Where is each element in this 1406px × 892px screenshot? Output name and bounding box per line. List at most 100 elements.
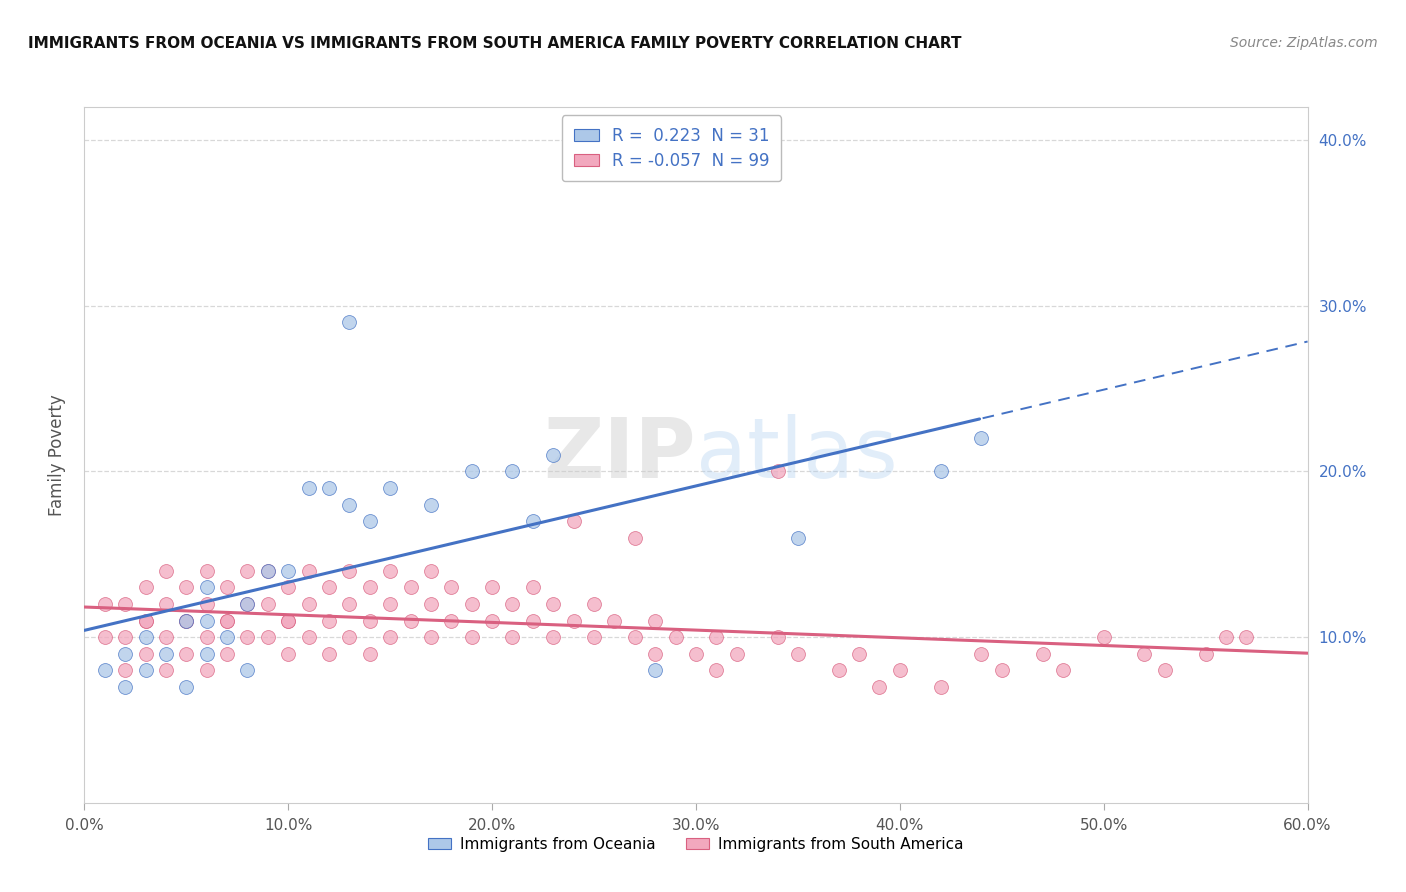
Point	[603, 614, 626, 628]
Point	[380, 564, 402, 578]
Point	[787, 647, 810, 661]
Point	[277, 581, 299, 595]
Point	[624, 630, 647, 644]
Point	[174, 680, 197, 694]
Point	[461, 465, 484, 479]
Point	[359, 614, 381, 628]
Point	[991, 663, 1014, 677]
Point	[359, 647, 381, 661]
Point	[114, 647, 136, 661]
Point	[359, 581, 381, 595]
Text: Source: ZipAtlas.com: Source: ZipAtlas.com	[1230, 36, 1378, 50]
Point	[155, 647, 177, 661]
Point	[277, 614, 299, 628]
Text: IMMIGRANTS FROM OCEANIA VS IMMIGRANTS FROM SOUTH AMERICA FAMILY POVERTY CORRELAT: IMMIGRANTS FROM OCEANIA VS IMMIGRANTS FR…	[28, 36, 962, 51]
Point	[318, 614, 340, 628]
Point	[174, 647, 197, 661]
Point	[195, 663, 218, 677]
Point	[135, 614, 157, 628]
Point	[583, 630, 606, 644]
Point	[502, 465, 524, 479]
Point	[543, 597, 565, 611]
Point	[93, 630, 115, 644]
Point	[114, 597, 136, 611]
Point	[644, 663, 666, 677]
Point	[114, 663, 136, 677]
Point	[195, 581, 218, 595]
Point	[461, 630, 484, 644]
Point	[257, 564, 280, 578]
Point	[1032, 647, 1054, 661]
Point	[339, 564, 361, 578]
Point	[195, 647, 218, 661]
Point	[277, 564, 299, 578]
Point	[195, 564, 218, 578]
Point	[889, 663, 911, 677]
Point	[195, 597, 218, 611]
Point	[217, 614, 239, 628]
Point	[277, 647, 299, 661]
Point	[135, 663, 157, 677]
Point	[522, 514, 544, 528]
Point	[583, 597, 606, 611]
Point	[562, 614, 585, 628]
Point	[135, 614, 157, 628]
Point	[929, 465, 952, 479]
Point	[725, 647, 748, 661]
Point	[420, 630, 443, 644]
Point	[1215, 630, 1237, 644]
Point	[298, 481, 321, 495]
Point	[277, 614, 299, 628]
Point	[461, 597, 484, 611]
Point	[236, 597, 259, 611]
Point	[562, 514, 585, 528]
Point	[543, 630, 565, 644]
Point	[114, 630, 136, 644]
Point	[298, 630, 321, 644]
Point	[114, 680, 136, 694]
Point	[174, 614, 197, 628]
Point	[665, 630, 688, 644]
Point	[970, 431, 993, 445]
Point	[420, 498, 443, 512]
Point	[481, 581, 503, 595]
Point	[93, 597, 115, 611]
Point	[543, 448, 565, 462]
Point	[766, 630, 789, 644]
Point	[685, 647, 707, 661]
Point	[644, 647, 666, 661]
Point	[380, 597, 402, 611]
Point	[339, 498, 361, 512]
Point	[135, 647, 157, 661]
Point	[155, 630, 177, 644]
Point	[155, 564, 177, 578]
Point	[339, 315, 361, 329]
Text: atlas: atlas	[696, 415, 897, 495]
Point	[174, 614, 197, 628]
Point	[869, 680, 891, 694]
Point	[787, 531, 810, 545]
Point	[236, 564, 259, 578]
Point	[399, 614, 422, 628]
Point	[929, 680, 952, 694]
Point	[217, 630, 239, 644]
Point	[236, 663, 259, 677]
Point	[440, 614, 463, 628]
Point	[339, 597, 361, 611]
Point	[1133, 647, 1156, 661]
Point	[1092, 630, 1115, 644]
Point	[380, 630, 402, 644]
Point	[481, 614, 503, 628]
Point	[318, 647, 340, 661]
Point	[174, 614, 197, 628]
Point	[706, 663, 728, 677]
Point	[522, 581, 544, 595]
Point	[217, 647, 239, 661]
Point	[766, 465, 789, 479]
Point	[155, 597, 177, 611]
Point	[399, 581, 422, 595]
Point	[318, 481, 340, 495]
Point	[1052, 663, 1074, 677]
Point	[93, 663, 115, 677]
Text: ZIP: ZIP	[544, 415, 696, 495]
